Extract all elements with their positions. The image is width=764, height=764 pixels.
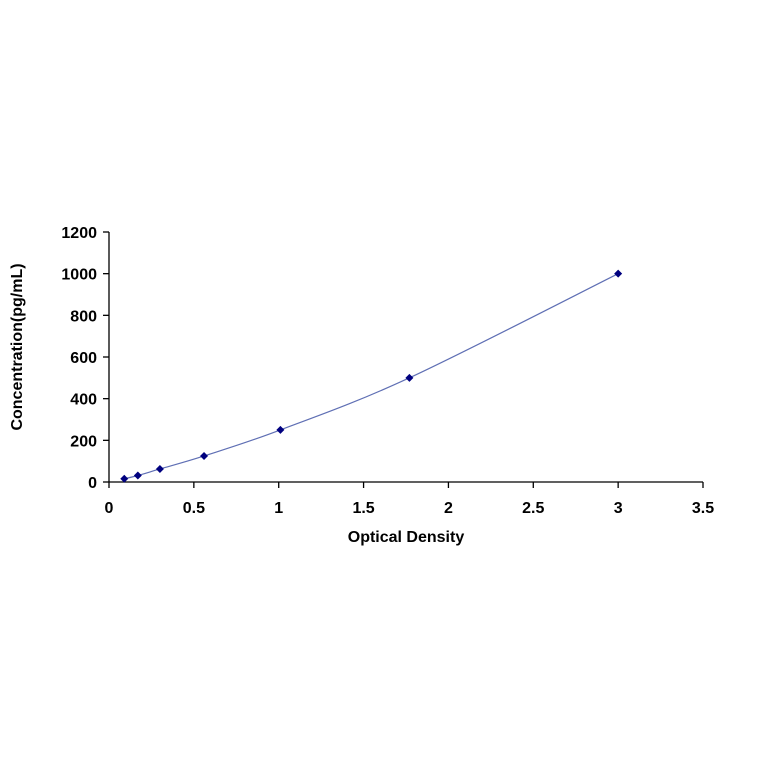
data-point-marker (276, 425, 285, 434)
y-axis-ticks: 0 200 400 600 800 1000 1200 (61, 225, 109, 492)
data-point-marker (614, 269, 623, 278)
data-point-marker (405, 373, 414, 382)
y-tick-label: 1200 (61, 225, 97, 242)
x-tick-label: 0.5 (183, 500, 205, 517)
y-tick-label: 800 (70, 308, 97, 325)
data-point-marker (155, 464, 164, 473)
data-point-marker (120, 474, 129, 483)
x-axis-ticks: 0 0.5 1 1.5 2 2.5 3 3.5 (105, 482, 714, 517)
fitted-curve (124, 273, 619, 480)
y-tick-label: 200 (70, 433, 97, 450)
data-point-marker (200, 451, 209, 460)
y-tick-label: 1000 (61, 267, 97, 284)
data-point-marker (133, 471, 142, 480)
y-tick-label: 600 (70, 350, 97, 367)
y-axis-title: Concentration(pg/mL) (9, 263, 26, 430)
x-tick-label: 3.5 (692, 500, 714, 517)
y-tick-label: 400 (70, 392, 97, 409)
data-points (120, 269, 623, 483)
x-tick-label: 3 (614, 500, 623, 517)
x-tick-label: 1.5 (352, 500, 374, 517)
x-tick-label: 2.5 (522, 500, 544, 517)
y-tick-label: 0 (88, 475, 97, 492)
x-tick-label: 1 (274, 500, 283, 517)
x-tick-label: 2 (444, 500, 453, 517)
axes (108, 232, 703, 483)
x-axis-title: Optical Density (348, 529, 465, 546)
x-tick-label: 0 (105, 500, 114, 517)
